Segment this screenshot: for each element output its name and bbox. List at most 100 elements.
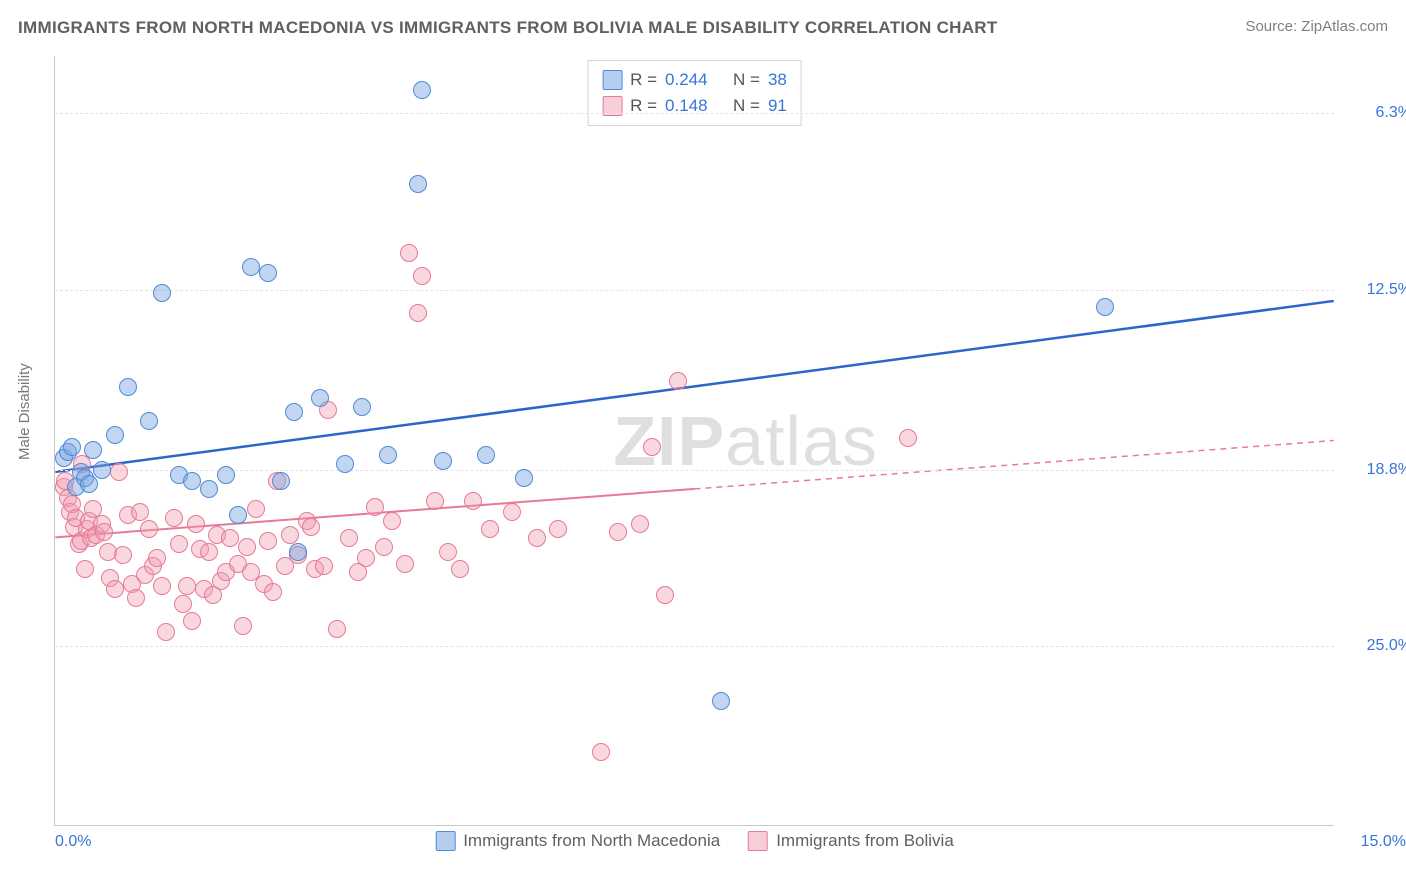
data-point	[217, 466, 235, 484]
data-point	[413, 267, 431, 285]
y-axis-label: Male Disability	[16, 363, 33, 460]
data-point	[340, 529, 358, 547]
data-point	[439, 543, 457, 561]
data-point	[515, 469, 533, 487]
data-point	[336, 455, 354, 473]
data-point	[178, 577, 196, 595]
chart-title: IMMIGRANTS FROM NORTH MACEDONIA VS IMMIG…	[18, 18, 998, 38]
data-point	[357, 549, 375, 567]
data-point	[281, 526, 299, 544]
data-point	[127, 589, 145, 607]
data-point	[165, 509, 183, 527]
data-point	[259, 532, 277, 550]
data-point	[609, 523, 627, 541]
y-tick-label: 12.5%	[1367, 281, 1406, 299]
data-point	[106, 426, 124, 444]
data-point	[76, 560, 94, 578]
data-point	[264, 583, 282, 601]
data-point	[221, 529, 239, 547]
data-point	[409, 175, 427, 193]
data-point	[289, 543, 307, 561]
data-point	[413, 81, 431, 99]
data-point	[477, 446, 495, 464]
y-tick-label: 6.3%	[1376, 104, 1406, 122]
data-point	[656, 586, 674, 604]
data-point	[464, 492, 482, 510]
data-point	[157, 623, 175, 641]
gridline	[55, 113, 1334, 114]
data-point	[426, 492, 444, 510]
data-point	[93, 461, 111, 479]
data-point	[187, 515, 205, 533]
y-tick-label: 18.8%	[1367, 461, 1406, 479]
y-tick-label: 25.0%	[1367, 637, 1406, 655]
data-point	[353, 398, 371, 416]
gridline	[55, 290, 1334, 291]
swatch-a-icon	[602, 70, 622, 90]
data-point	[242, 258, 260, 276]
data-point	[409, 304, 427, 322]
data-point	[272, 472, 290, 490]
legend-item-b: Immigrants from Bolivia	[748, 831, 954, 851]
data-point	[712, 692, 730, 710]
data-point	[434, 452, 452, 470]
data-point	[229, 506, 247, 524]
data-point	[63, 438, 81, 456]
data-point	[84, 441, 102, 459]
swatch-b-icon	[748, 831, 768, 851]
data-point	[315, 557, 333, 575]
data-point	[153, 577, 171, 595]
legend-row-a: R = 0.244 N = 38	[602, 67, 787, 93]
x-tick-min: 0.0%	[55, 833, 91, 851]
data-point	[549, 520, 567, 538]
data-point	[234, 617, 252, 635]
gridline	[55, 646, 1334, 647]
data-point	[110, 463, 128, 481]
data-point	[528, 529, 546, 547]
data-point	[503, 503, 521, 521]
data-point	[200, 480, 218, 498]
data-point	[899, 429, 917, 447]
data-point	[131, 503, 149, 521]
swatch-a-icon	[435, 831, 455, 851]
data-point	[106, 580, 124, 598]
source-label: Source: ZipAtlas.com	[1245, 18, 1388, 35]
data-point	[238, 538, 256, 556]
plot-area: ZIPatlas R = 0.244 N = 38 R = 0.148 N = …	[54, 56, 1334, 826]
data-point	[200, 543, 218, 561]
correlation-legend: R = 0.244 N = 38 R = 0.148 N = 91	[587, 60, 802, 126]
data-point	[481, 520, 499, 538]
data-point	[1096, 298, 1114, 316]
legend-label-a: Immigrants from North Macedonia	[463, 831, 720, 851]
x-tick-max: 15.0%	[1361, 833, 1406, 851]
data-point	[400, 244, 418, 262]
data-point	[174, 595, 192, 613]
data-point	[170, 535, 188, 553]
data-point	[183, 612, 201, 630]
data-point	[383, 512, 401, 530]
data-point	[259, 264, 277, 282]
data-point	[119, 378, 137, 396]
data-point	[285, 403, 303, 421]
data-point	[140, 412, 158, 430]
data-point	[379, 446, 397, 464]
gridline	[55, 470, 1334, 471]
data-point	[669, 372, 687, 390]
data-point	[153, 284, 171, 302]
data-point	[451, 560, 469, 578]
data-point	[592, 743, 610, 761]
data-point	[328, 620, 346, 638]
data-point	[95, 523, 113, 541]
data-point	[140, 520, 158, 538]
data-point	[375, 538, 393, 556]
data-point	[114, 546, 132, 564]
data-point	[311, 389, 329, 407]
legend-label-b: Immigrants from Bolivia	[776, 831, 954, 851]
data-point	[80, 475, 98, 493]
data-point	[396, 555, 414, 573]
data-point	[148, 549, 166, 567]
data-point	[366, 498, 384, 516]
data-point	[643, 438, 661, 456]
data-point	[302, 518, 320, 536]
trend-lines	[55, 56, 1334, 825]
